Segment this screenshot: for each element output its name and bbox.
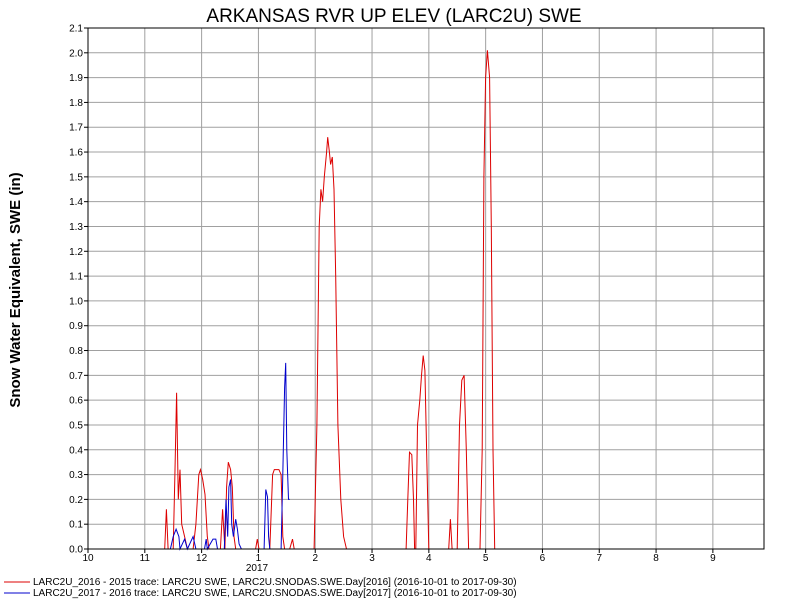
- y-tick-label: 1.5: [69, 172, 83, 183]
- y-tick-label: 1.7: [69, 123, 83, 134]
- y-tick-label: 0.8: [69, 346, 83, 357]
- x-tick-label: 8: [653, 553, 659, 564]
- x-tick-label: 7: [596, 553, 602, 564]
- y-tick-label: 1.3: [69, 222, 83, 233]
- y-tick-label: 0.2: [69, 495, 83, 506]
- legend-entry-2016: LARC2U_2016 - 2015 trace: LARC2U SWE, LA…: [33, 577, 517, 588]
- x-tick-label: 9: [710, 553, 716, 564]
- x-tick-label: 5: [483, 553, 489, 564]
- year-label: 2017: [246, 563, 269, 574]
- y-tick-label: 0.4: [69, 445, 83, 456]
- x-tick-label: 1: [256, 553, 262, 564]
- y-tick-label: 0.0: [69, 545, 83, 556]
- y-tick-label: 0.7: [69, 371, 83, 382]
- x-tick-label: 12: [196, 553, 208, 564]
- y-tick-label: 1.6: [69, 148, 83, 159]
- x-tick-label: 11: [140, 553, 151, 564]
- y-tick-label: 0.5: [69, 420, 83, 431]
- y-axis-ticks: 0.0 0.1 0.2 0.3 0.4 0.5 0.6 0.7 0.8 0.9 1.0 1.1 1.2 1…: [69, 24, 88, 556]
- legend-entry-2017: LARC2U_2017 - 2016 trace: LARC2U SWE, LA…: [33, 588, 517, 599]
- x-tick-label: 4: [426, 553, 432, 564]
- x-axis-ticks: 10 11 12 1 2 3 4 5 6 7 8 9: [82, 549, 716, 564]
- y-tick-label: 0.9: [69, 321, 83, 332]
- y-tick-label: 1.0: [69, 296, 83, 307]
- legend: LARC2U_2016 - 2015 trace: LARC2U SWE, LA…: [4, 577, 517, 599]
- x-tick-label: 6: [540, 553, 546, 564]
- series-line-1: [88, 362, 290, 551]
- x-tick-label: 10: [82, 553, 94, 564]
- y-tick-label: 0.6: [69, 396, 83, 407]
- gridlines: [88, 27, 764, 550]
- x-tick-label: 3: [369, 553, 375, 564]
- y-tick-label: 2.0: [69, 48, 83, 59]
- plot-frame: [87, 27, 765, 550]
- chart-title: ARKANSAS RVR UP ELEV (LARC2U) SWE: [206, 6, 581, 27]
- y-tick-label: 0.3: [69, 470, 83, 481]
- y-tick-label: 1.9: [69, 73, 83, 84]
- y-tick-label: 2.1: [69, 24, 83, 35]
- x-tick-label: 2: [312, 553, 318, 564]
- y-axis-label: Snow Water Equivalent, SWE (in): [7, 172, 24, 407]
- y-tick-label: 1.4: [69, 197, 83, 208]
- y-tick-label: 1.2: [69, 247, 83, 258]
- y-tick-label: 1.8: [69, 98, 83, 109]
- y-tick-label: 1.1: [69, 272, 83, 283]
- y-tick-label: 0.1: [69, 520, 83, 531]
